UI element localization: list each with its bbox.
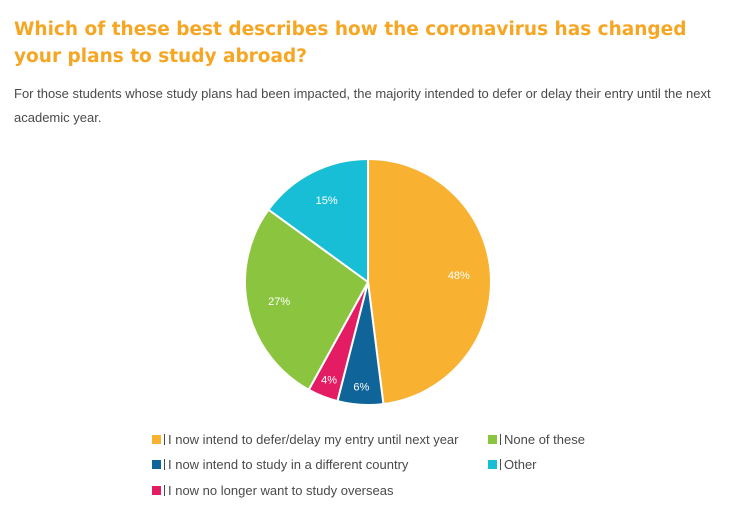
pie-slices [244, 157, 492, 406]
pie-slice-labels: 48% 6% 4% 27% 15% [268, 195, 470, 394]
pie-slice-4 [267, 157, 369, 284]
chart-title: Which of these best describes how the co… [14, 19, 687, 67]
pie-slice-label-4: 15% [316, 195, 338, 207]
pie-slice-0 [367, 157, 492, 406]
chart-subtitle: For those students whose study plans had… [14, 86, 711, 125]
pie-slice-label-1: 6% [353, 381, 369, 393]
pie-slice-label-0: 48% [448, 270, 470, 282]
pie-slice-3 [244, 208, 370, 392]
pie-slice-label-2: 4% [321, 374, 337, 386]
pie-slice-label-3: 27% [268, 296, 290, 308]
